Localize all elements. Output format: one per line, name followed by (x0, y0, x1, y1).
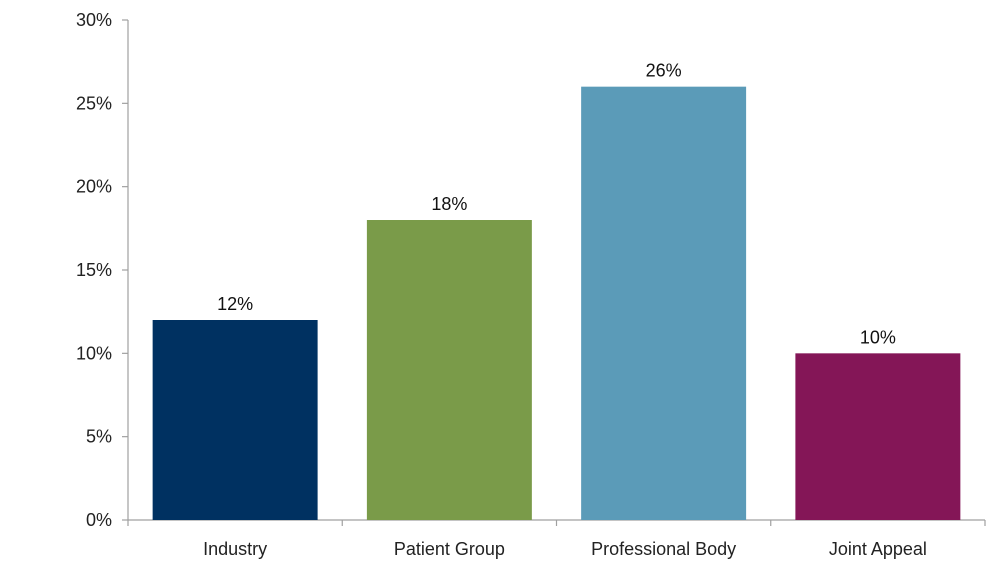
y-tick-label: 15% (76, 260, 112, 280)
y-tick-label: 20% (76, 177, 112, 197)
y-axis: 0% 5% 10% 15% 20% 25% 30% (76, 10, 129, 530)
x-category-label: Industry (203, 539, 267, 559)
y-tick-label: 0% (86, 510, 112, 530)
bars (152, 86, 961, 521)
y-tick-label: 5% (86, 427, 112, 447)
bar-industry (152, 320, 318, 520)
data-labels: 12% 18% 26% 10% (217, 61, 896, 348)
data-label: 12% (217, 294, 253, 314)
bar-professional-body (581, 86, 747, 521)
y-tick-label: 30% (76, 10, 112, 30)
x-axis: Industry Patient Group Professional Body Jo… (127, 519, 986, 559)
bar-joint-appeal (795, 353, 961, 520)
x-category-label: Patient Group (394, 539, 505, 559)
data-label: 10% (860, 327, 896, 347)
y-tick-label: 25% (76, 93, 112, 113)
x-category-label: Joint Appeal (829, 539, 927, 559)
x-category-label: Professional Body (591, 539, 736, 559)
y-tick-label: 10% (76, 343, 112, 363)
data-label: 26% (646, 61, 682, 81)
bar-patient-group (366, 220, 532, 520)
data-label: 18% (431, 194, 467, 214)
